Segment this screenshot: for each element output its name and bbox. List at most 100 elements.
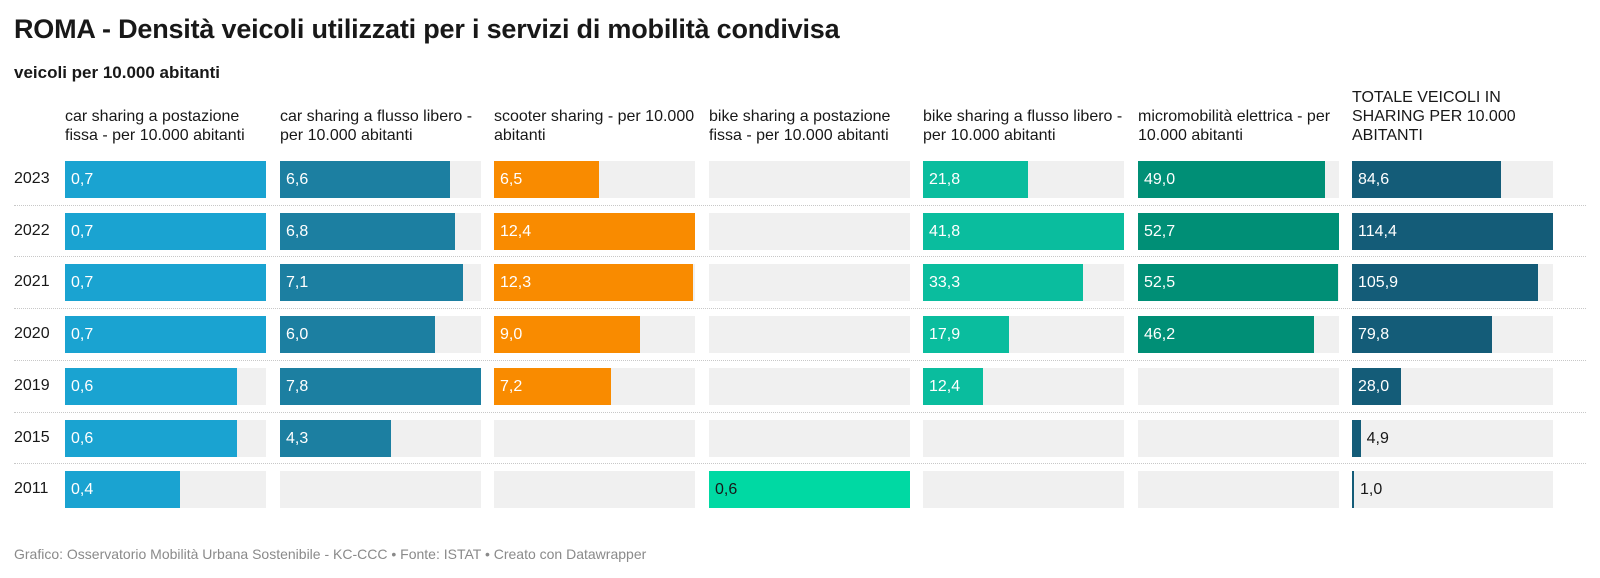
row-separator <box>14 463 1586 464</box>
bar-track <box>709 161 910 198</box>
bar-track: 7,8 <box>280 368 481 405</box>
bar <box>494 368 611 405</box>
bar-value-label: 0,7 <box>71 274 94 291</box>
bar <box>1352 316 1493 353</box>
column-header: car sharing a postazione fissa - per 10.… <box>65 108 245 144</box>
bar-track: 6,8 <box>280 213 481 250</box>
bar-track: 6,5 <box>494 161 695 198</box>
bar <box>280 161 451 198</box>
bar-value-label: 0,4 <box>71 481 94 498</box>
bar-value-label: 6,0 <box>286 326 309 343</box>
bar-track: 79,8 <box>1352 316 1553 353</box>
bar <box>280 264 463 301</box>
bar-value-label: 46,2 <box>1144 326 1176 343</box>
bar-track: 0,6 <box>65 420 266 457</box>
bar-value-label: 6,6 <box>286 171 309 188</box>
bar-track: 52,7 <box>1138 213 1339 250</box>
bar <box>923 368 983 405</box>
bar-track: 7,1 <box>280 264 481 301</box>
bar-value-label: 0,6 <box>71 430 94 447</box>
bar <box>1138 316 1315 353</box>
bar-track: 4,9 <box>1352 420 1553 457</box>
bar <box>923 264 1084 301</box>
column-header: micromobilità elettrica - per 10.000 abi… <box>1138 108 1331 144</box>
bar-track: 0,7 <box>65 316 266 353</box>
bar-track: 105,9 <box>1352 264 1553 301</box>
row-separator <box>14 412 1586 413</box>
bar-track: 9,0 <box>494 316 695 353</box>
bar-value-label: 4,3 <box>286 430 309 447</box>
bar-track <box>494 471 695 508</box>
bar <box>65 264 266 301</box>
bar-track: 7,2 <box>494 368 695 405</box>
year-label: 2023 <box>14 170 50 187</box>
bar-value-label: 0,6 <box>71 378 94 395</box>
column-header: bike sharing a postazione fissa - per 10… <box>709 108 891 144</box>
bar-track: 17,9 <box>923 316 1124 353</box>
column-header: TOTALE VEICOLI IN SHARING PER 10.000 ABI… <box>1352 89 1516 144</box>
bar <box>1352 471 1354 508</box>
bar-track: 0,6 <box>65 368 266 405</box>
bar-track <box>709 316 910 353</box>
year-label: 2019 <box>14 377 50 394</box>
row-separator <box>14 360 1586 361</box>
bar <box>1352 213 1553 250</box>
bar <box>65 316 266 353</box>
bar <box>923 161 1028 198</box>
bar-track: 84,6 <box>1352 161 1553 198</box>
bar <box>280 316 435 353</box>
bar <box>923 213 1124 250</box>
bar <box>65 420 238 457</box>
bar-value-label: 0,7 <box>71 171 94 188</box>
bar <box>1138 264 1339 301</box>
bar-track: 12,4 <box>923 368 1124 405</box>
bar-track: 6,0 <box>280 316 481 353</box>
row-separator <box>14 256 1586 257</box>
bar-track: 49,0 <box>1138 161 1339 198</box>
bar-track <box>709 420 910 457</box>
bar-value-label: 17,9 <box>929 326 961 343</box>
bar-track: 4,3 <box>280 420 481 457</box>
bar-value-label: 7,8 <box>286 378 309 395</box>
column-header: car sharing a flusso libero - per 10.000… <box>280 108 473 144</box>
bar-track: 1,0 <box>1352 471 1553 508</box>
bar-value-label: 7,1 <box>286 274 309 291</box>
bar-value-label: 49,0 <box>1144 171 1176 188</box>
bar <box>280 213 456 250</box>
bar-value-label: 21,8 <box>929 171 961 188</box>
bar-value-label: 0,6 <box>715 481 738 498</box>
bar <box>280 420 391 457</box>
bar-value-label: 0,7 <box>71 223 94 240</box>
bar-value-label: 6,8 <box>286 223 309 240</box>
bar-track: 0,7 <box>65 264 266 301</box>
bar-track: 114,4 <box>1352 213 1553 250</box>
year-label: 2021 <box>14 273 50 290</box>
bar <box>1352 264 1539 301</box>
year-label: 2015 <box>14 429 50 446</box>
bar <box>494 316 640 353</box>
bar-track: 0,7 <box>65 161 266 198</box>
bar-value-label: 114,4 <box>1358 223 1397 240</box>
bar-track: 28,0 <box>1352 368 1553 405</box>
bar <box>65 471 180 508</box>
bar-track <box>280 471 481 508</box>
bar-value-label: 12,4 <box>500 223 532 240</box>
bar-track <box>923 420 1124 457</box>
bar-track: 41,8 <box>923 213 1124 250</box>
bar <box>1138 213 1339 250</box>
bar-track <box>494 420 695 457</box>
bar-value-label: 0,7 <box>71 326 94 343</box>
bar-track <box>709 213 910 250</box>
bar-track <box>1138 420 1339 457</box>
bar <box>1352 368 1402 405</box>
bar-value-label: 1,0 <box>1360 481 1383 498</box>
bar-track: 0,4 <box>65 471 266 508</box>
bar-track: 0,7 <box>65 213 266 250</box>
bar-track <box>1138 471 1339 508</box>
bar-track: 46,2 <box>1138 316 1339 353</box>
bar-value-label: 52,7 <box>1144 223 1176 240</box>
bar-track: 33,3 <box>923 264 1124 301</box>
bar-track: 21,8 <box>923 161 1124 198</box>
bar-value-label: 28,0 <box>1358 378 1390 395</box>
bar <box>65 368 238 405</box>
